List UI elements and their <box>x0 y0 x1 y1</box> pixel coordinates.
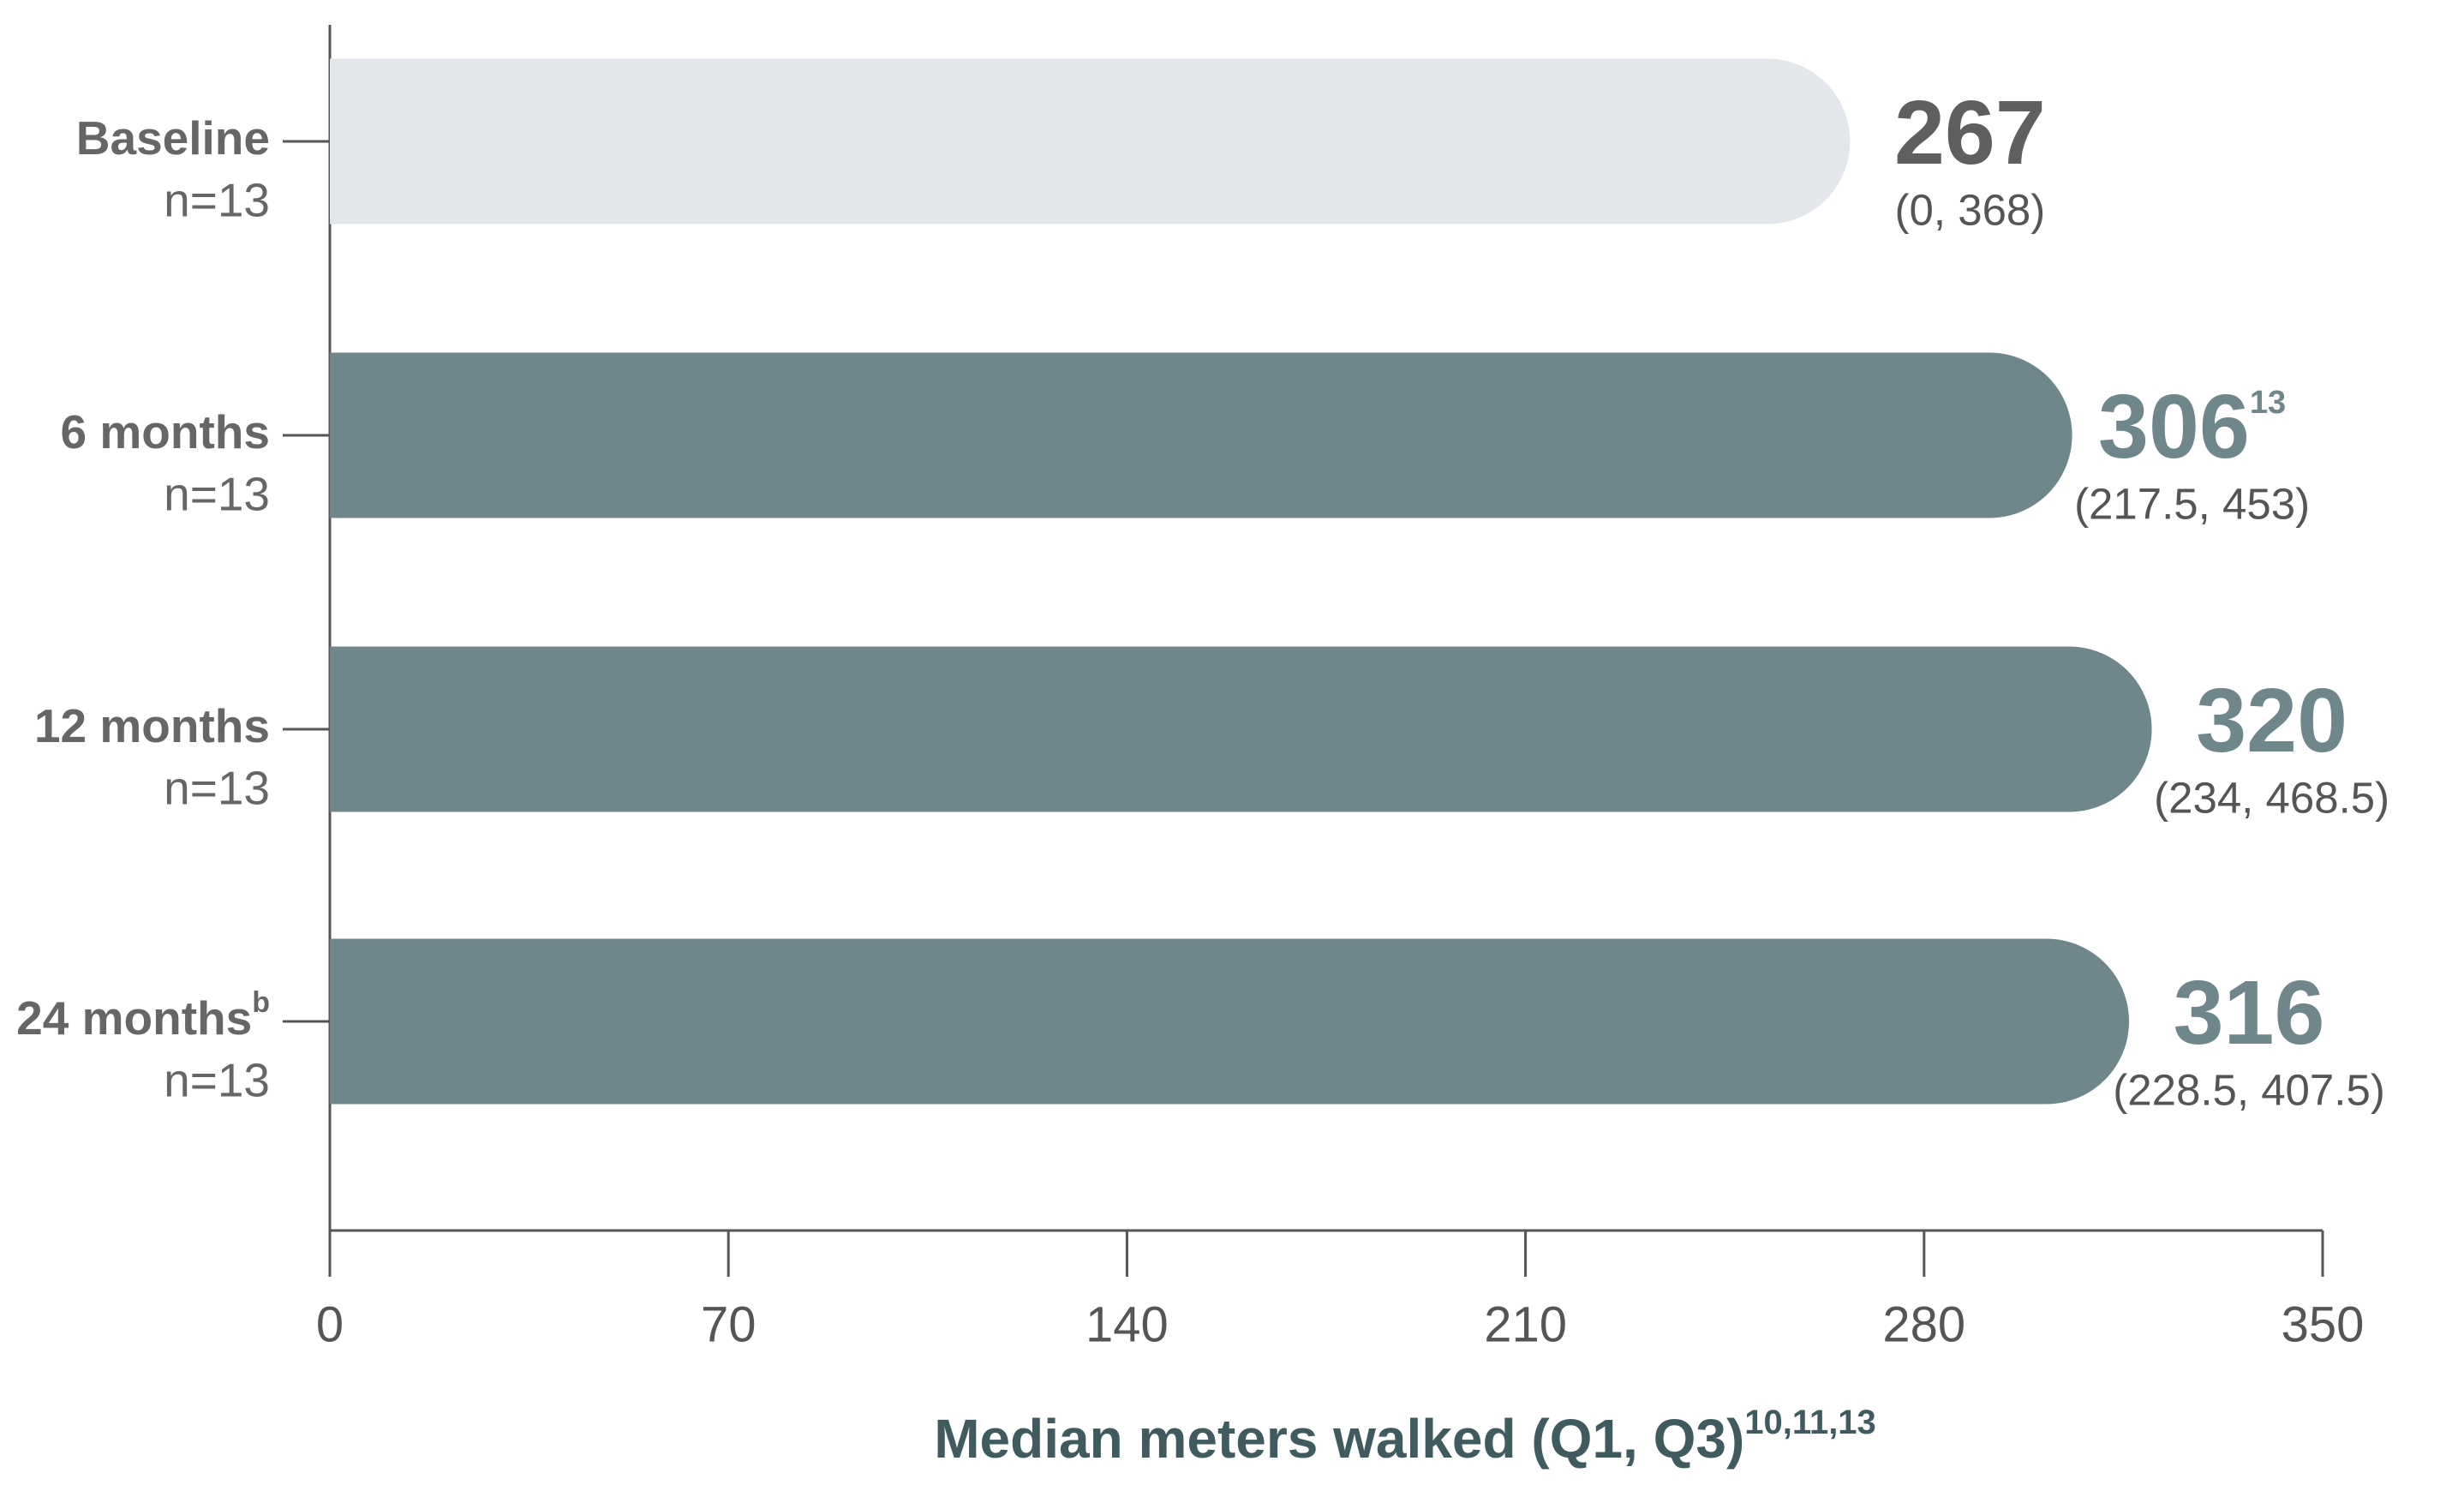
interval-label: (0, 368) <box>1895 185 2046 234</box>
bar <box>330 646 2152 812</box>
x-axis-title-text: Median meters walked (Q1, Q3) <box>934 1408 1744 1470</box>
x-axis-title-superscript: 10,11,13 <box>1744 1404 1876 1441</box>
value-number: 306 <box>2098 376 2250 477</box>
category-note: n=13 <box>164 468 270 521</box>
category-note: n=13 <box>164 174 270 227</box>
interval-label: (228.5, 407.5) <box>2113 1065 2385 1114</box>
value-label: 267 <box>1894 82 2046 183</box>
bar <box>330 352 2072 518</box>
value-label: 30613 <box>2098 376 2286 477</box>
category-label: 6 months <box>61 405 270 458</box>
bar <box>330 938 2130 1105</box>
category-label: 24 monthsb <box>16 986 270 1045</box>
x-tick-label: 70 <box>701 1296 757 1352</box>
category-label: 12 months <box>34 699 270 752</box>
x-axis-title: Median meters walked (Q1, Q3)10,11,13 <box>934 1404 1876 1470</box>
value-label: 316 <box>2174 962 2325 1063</box>
category-name: 6 months <box>61 405 270 458</box>
interval-label: (234, 468.5) <box>2154 773 2389 822</box>
interval-label: (217.5, 453) <box>2074 479 2310 528</box>
category-name: 24 months <box>16 991 252 1045</box>
x-tick-label: 280 <box>1882 1296 1965 1352</box>
value-number: 320 <box>2196 670 2347 771</box>
category-label: Baseline <box>76 111 270 165</box>
category-name: Baseline <box>76 111 270 165</box>
category-note: n=13 <box>164 762 270 815</box>
value-number: 316 <box>2174 962 2325 1063</box>
value-superscript: 13 <box>2250 385 2286 421</box>
x-tick-label: 210 <box>1484 1296 1567 1352</box>
bar <box>330 58 1851 225</box>
x-tick-label: 350 <box>2282 1296 2365 1352</box>
category-note: n=13 <box>164 1054 270 1107</box>
value-label: 320 <box>2196 670 2347 771</box>
x-tick-label: 0 <box>316 1296 344 1352</box>
value-number: 267 <box>1894 82 2046 183</box>
category-name: 12 months <box>34 699 270 752</box>
x-tick-label: 140 <box>1085 1296 1169 1352</box>
category-superscript: b <box>252 986 270 1019</box>
